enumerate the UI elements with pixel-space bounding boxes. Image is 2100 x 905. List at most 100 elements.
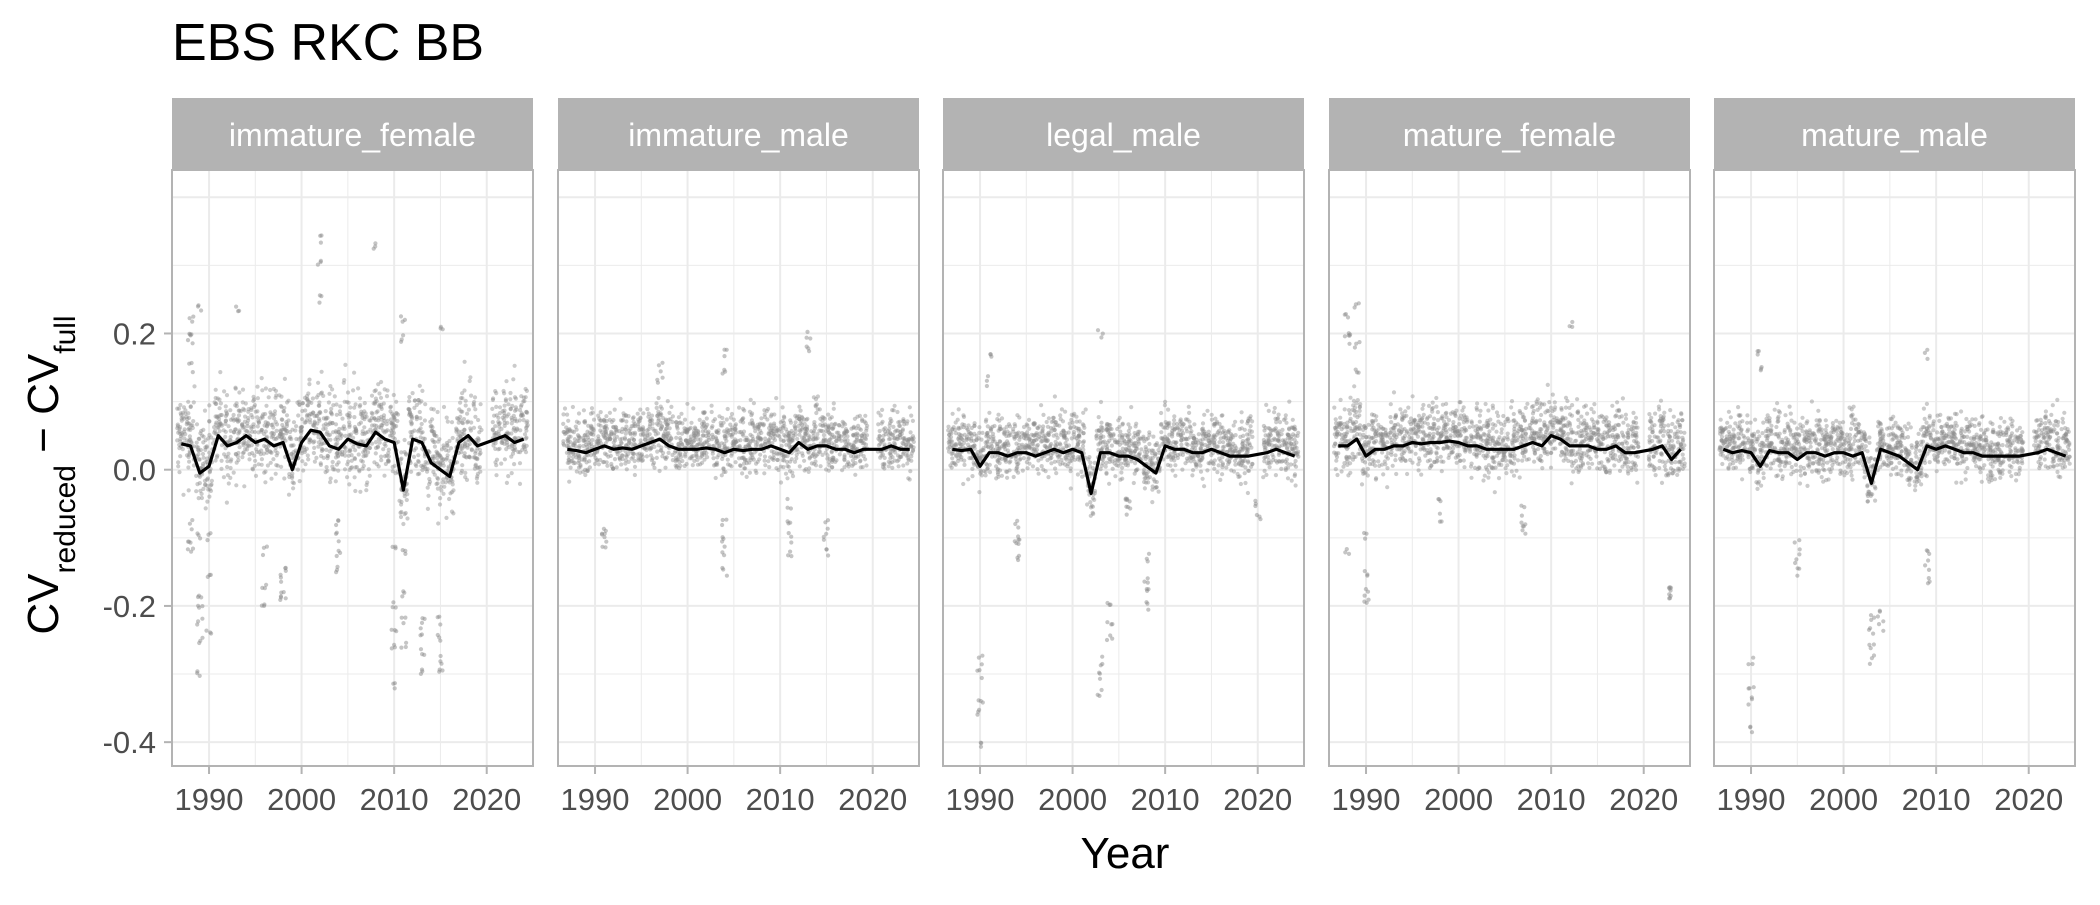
scatter-point	[271, 423, 275, 427]
scatter-point-outlier	[720, 523, 724, 527]
scatter-point	[234, 427, 238, 431]
scatter-point	[345, 475, 349, 479]
scatter-point	[665, 455, 669, 459]
scatter-point	[609, 462, 613, 466]
scatter-point	[176, 464, 180, 468]
scatter-point	[1241, 434, 1245, 438]
scatter-point	[1168, 441, 1172, 445]
scatter-point	[357, 422, 361, 426]
scatter-point	[782, 416, 786, 420]
scatter-point	[1261, 475, 1265, 479]
scatter-point	[830, 422, 834, 426]
scatter-point	[518, 428, 522, 432]
scatter-point	[1172, 414, 1176, 418]
scatter-point	[312, 446, 316, 450]
scatter-point	[1184, 442, 1188, 446]
scatter-point	[473, 464, 477, 468]
scatter-point	[525, 419, 529, 423]
scatter-point	[335, 463, 339, 467]
scatter-point	[1147, 433, 1151, 437]
scatter-point	[519, 394, 523, 398]
scatter-point-outlier	[805, 345, 809, 349]
scatter-point-outlier	[826, 518, 830, 522]
scatter-point-outlier	[418, 633, 422, 637]
scatter-point	[658, 469, 662, 473]
scatter-point-outlier	[186, 338, 190, 342]
scatter-point	[784, 427, 788, 431]
scatter-point	[1005, 476, 1009, 480]
scatter-point	[758, 436, 762, 440]
scatter-point	[1081, 444, 1085, 448]
scatter-point	[802, 436, 806, 440]
scatter-point	[1041, 413, 1045, 417]
scatter-point	[1278, 420, 1282, 424]
scatter-point	[459, 471, 463, 475]
scatter-point	[747, 461, 751, 465]
scatter-point	[814, 404, 818, 408]
scatter-point	[833, 422, 837, 426]
scatter-point	[476, 418, 480, 422]
scatter-point	[785, 464, 789, 468]
scatter-point	[632, 438, 636, 442]
scatter-point	[1296, 450, 1300, 454]
scatter-point-outlier	[335, 568, 339, 572]
scatter-point	[1104, 472, 1108, 476]
scatter-point	[491, 396, 495, 400]
scatter-point	[1233, 463, 1237, 467]
scatter-point	[610, 420, 614, 424]
scatter-point	[1026, 466, 1030, 470]
scatter-point	[859, 428, 863, 432]
scatter-point	[306, 457, 310, 461]
scatter-point	[185, 415, 189, 419]
scatter-point	[1142, 480, 1146, 484]
scatter-point	[1006, 448, 1010, 452]
scatter-point	[1008, 424, 1012, 428]
scatter-point	[769, 414, 773, 418]
scatter-point	[425, 470, 429, 474]
scatter-point	[374, 451, 378, 455]
scatter-point-outlier	[725, 574, 729, 578]
scatter-point	[494, 405, 498, 409]
scatter-point	[379, 458, 383, 462]
scatter-point	[347, 454, 351, 458]
scatter-point-outlier	[278, 598, 282, 602]
scatter-point	[572, 443, 576, 447]
scatter-point	[567, 480, 571, 484]
scatter-point	[751, 423, 755, 427]
scatter-point	[473, 415, 477, 419]
scatter-point	[763, 455, 767, 459]
scatter-point	[407, 399, 411, 403]
scatter-point	[263, 480, 267, 484]
scatter-point	[263, 470, 267, 474]
scatter-point-outlier	[279, 591, 283, 595]
scatter-point	[835, 431, 839, 435]
scatter-point	[813, 459, 817, 463]
scatter-point	[1202, 413, 1206, 417]
scatter-point	[426, 494, 430, 498]
scatter-point	[1293, 427, 1297, 431]
scatter-point	[966, 477, 970, 481]
scatter-point	[462, 428, 466, 432]
scatter-point	[1113, 474, 1117, 478]
scatter-point	[1243, 465, 1247, 469]
scatter-point	[578, 444, 582, 448]
scatter-point	[598, 439, 602, 443]
scatter-point	[448, 459, 452, 463]
scatter-point	[218, 370, 222, 374]
scatter-point-outlier	[979, 745, 983, 749]
scatter-point	[592, 418, 596, 422]
scatter-point	[499, 427, 503, 431]
scatter-point	[1171, 456, 1175, 460]
scatter-point	[406, 407, 410, 411]
scatter-point	[1025, 424, 1029, 428]
scatter-point	[347, 401, 351, 405]
scatter-point	[1022, 456, 1026, 460]
scatter-point-outlier	[660, 361, 664, 365]
scatter-point-outlier	[826, 527, 830, 531]
scatter-point	[582, 458, 586, 462]
scatter-point	[1134, 424, 1138, 428]
scatter-point-outlier	[279, 580, 283, 584]
scatter-point	[317, 419, 321, 423]
scatter-point	[331, 460, 335, 464]
scatter-point	[305, 418, 309, 422]
